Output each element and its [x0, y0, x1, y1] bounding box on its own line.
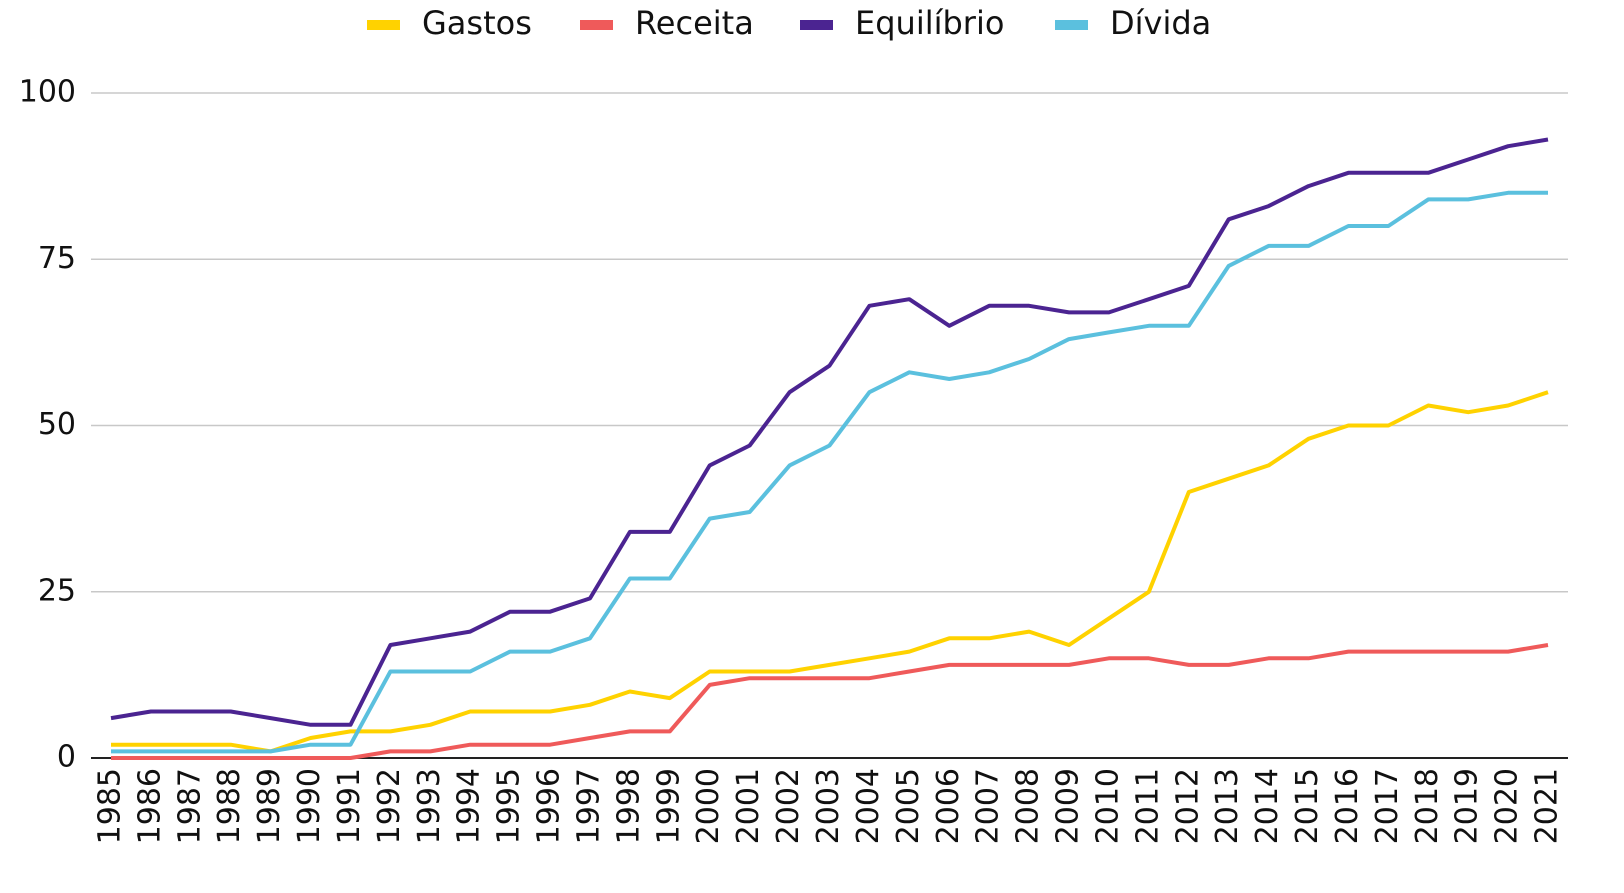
series-line [110, 137, 1549, 727]
x-tick-label: 1998 [611, 768, 646, 844]
x-tick-label: 1997 [571, 768, 606, 844]
x-tick-label: 1990 [292, 768, 327, 844]
x-tick-label: 2008 [1011, 768, 1046, 844]
x-tick-label: 2018 [1410, 768, 1445, 844]
x-tick-label: 2016 [1330, 768, 1365, 844]
x-tick-label: 2009 [1051, 768, 1086, 844]
legend-swatch [1055, 20, 1088, 30]
x-tick-label: 1993 [412, 768, 447, 844]
x-tick-label: 1994 [452, 768, 487, 844]
x-tick-label: 2011 [1130, 768, 1165, 844]
legend-label: Gastos [422, 4, 532, 42]
x-tick-label: 1986 [132, 768, 167, 844]
y-tick-label: 50 [38, 407, 76, 442]
series-line [111, 390, 1549, 754]
x-tick-label: 2000 [691, 768, 726, 844]
legend-swatch [580, 20, 613, 30]
x-tick-label: 1999 [651, 768, 686, 844]
series-line [111, 643, 1549, 760]
x-tick-label: 1985 [92, 768, 127, 844]
x-tick-label: 2015 [1290, 768, 1325, 844]
y-tick-label: 100 [19, 75, 76, 110]
y-tick-label: 25 [38, 573, 76, 608]
x-tick-label: 2001 [731, 768, 766, 844]
x-tick-label: 2003 [811, 768, 846, 844]
x-tick-label: 2014 [1250, 768, 1285, 844]
series-line [111, 190, 1548, 754]
x-tick-label: 1995 [492, 768, 527, 844]
x-tick-label: 2002 [771, 768, 806, 844]
x-tick-label: 2012 [1170, 768, 1205, 844]
legend-swatch [367, 20, 400, 30]
x-tick-label: 1992 [372, 768, 407, 844]
x-tick-label: 2017 [1370, 768, 1405, 844]
x-tick-label: 1988 [212, 768, 247, 844]
legend-label: Equilíbrio [855, 4, 1004, 42]
x-tick-label: 2020 [1490, 768, 1525, 844]
x-tick-label: 2010 [1090, 768, 1125, 844]
x-tick-label: 1996 [532, 768, 567, 844]
x-tick-label: 2005 [891, 768, 926, 844]
x-tick-label: 2021 [1530, 768, 1565, 844]
x-tick-label: 2004 [851, 768, 886, 844]
x-tick-label: 2007 [971, 768, 1006, 844]
legend-label: Receita [635, 4, 754, 42]
legend-label: Dívida [1110, 4, 1211, 42]
x-tick-label: 2006 [931, 768, 966, 844]
x-tick-label: 1987 [172, 768, 207, 844]
x-tick-label: 2013 [1210, 768, 1245, 844]
x-tick-label: 2019 [1450, 768, 1485, 844]
x-tick-label: 1991 [332, 768, 367, 844]
y-tick-label: 75 [38, 241, 76, 276]
legend-swatch [800, 20, 833, 30]
y-tick-label: 0 [57, 740, 76, 775]
x-tick-label: 1989 [252, 768, 287, 844]
